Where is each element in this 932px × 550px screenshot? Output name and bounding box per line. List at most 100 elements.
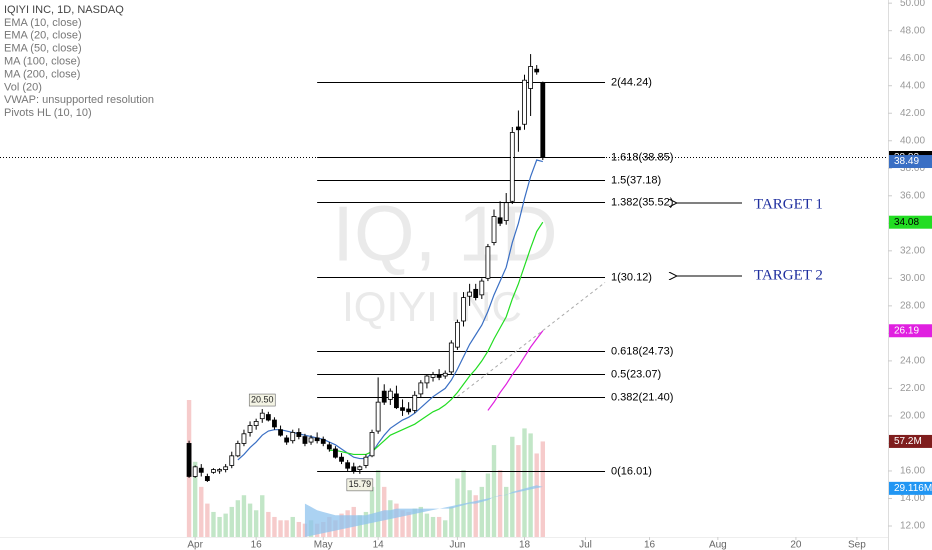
candle-body (351, 466, 357, 472)
x-tick-label: Jun (449, 540, 465, 550)
candle-body (217, 469, 222, 472)
volume-bar (229, 506, 234, 537)
candle-body (333, 448, 338, 458)
fib-label: 0.5(23.07) (611, 368, 661, 380)
candle-body (448, 342, 454, 373)
candle-body (241, 433, 247, 444)
value-box (889, 434, 932, 448)
y-tick-label: 30.00 (900, 273, 925, 284)
volume-bar (290, 516, 295, 537)
x-tick-label: 20 (790, 540, 802, 550)
candle-body (491, 216, 497, 243)
volume-bar (253, 510, 259, 537)
candle-body (522, 79, 527, 125)
volume-bar (522, 428, 527, 537)
pivot-label: 15.79 (349, 479, 372, 489)
volume-bar (534, 453, 539, 537)
value-label: 57.2M (894, 436, 922, 447)
candle-body (229, 455, 235, 466)
volume-bar (192, 461, 198, 537)
candle-body (198, 467, 204, 473)
candle-body (284, 437, 290, 443)
legend-entry: EMA (10, close) (4, 17, 82, 29)
y-tick-label: 48.00 (900, 25, 925, 36)
fib-label: 2(44.24) (611, 76, 652, 88)
y-tick-label: 50.00 (900, 0, 925, 9)
trendline (457, 282, 606, 398)
volume-bar (278, 520, 283, 537)
candle-body (467, 291, 473, 297)
volume-bar (479, 486, 485, 537)
volume-bar (369, 486, 375, 537)
volume-bar (223, 513, 228, 537)
volume-bar (528, 433, 533, 537)
legend-entry: EMA (20, close) (4, 30, 82, 42)
fib-label: 1.382(35.52) (611, 196, 673, 208)
ma-line (329, 221, 544, 456)
volume-bar (467, 490, 472, 537)
candle-body (253, 421, 259, 426)
candle-body (235, 443, 241, 457)
value-label: 26.19 (894, 325, 919, 336)
candle-body (534, 68, 540, 73)
legend-entry: EMA (50, close) (4, 43, 82, 55)
volume-bar (412, 508, 417, 537)
x-tick-label: Aug (709, 540, 727, 550)
y-tick-label: 22.00 (900, 383, 925, 394)
volume-bar (272, 516, 277, 537)
candle-body (357, 466, 363, 470)
y-tick-label: 38.00 (900, 163, 925, 174)
x-tick-label: 16 (644, 540, 656, 550)
y-tick-label: 44.00 (900, 80, 925, 91)
volume-bar (296, 521, 302, 537)
ma-line (487, 330, 544, 411)
volume-bar (430, 516, 436, 537)
x-tick-label: May (314, 540, 333, 550)
candle-body (314, 437, 320, 442)
volume-bar (375, 470, 381, 537)
y-tick-label: 14.00 (900, 493, 925, 504)
candle-body (211, 469, 216, 473)
candle-body (497, 217, 503, 224)
volume-bar (418, 506, 424, 537)
candle-body (430, 374, 436, 378)
fib-label: 1.5(37.18) (611, 174, 661, 186)
watermark: IQ, 1D (332, 190, 557, 278)
fib-label: 1(30.12) (611, 271, 652, 283)
candle-body (302, 436, 308, 444)
value-box (889, 215, 932, 229)
x-tick-label: 14 (373, 540, 385, 550)
annotation: TARGET 2 (754, 267, 823, 283)
annotation: TARGET 1 (754, 196, 823, 212)
candle-body (387, 390, 393, 400)
volume-bar (217, 516, 222, 537)
volume-bar (491, 445, 497, 537)
x-tick-label: Sep (848, 540, 866, 550)
candle-body (406, 408, 412, 413)
volume-bar (235, 500, 241, 537)
candle-body (479, 280, 485, 296)
value-label: 34.08 (894, 217, 919, 228)
y-tick-label: 16.00 (900, 466, 925, 477)
candle-body (412, 394, 418, 411)
volume-bar (510, 436, 515, 537)
volume-bar (363, 511, 369, 537)
candle-body (509, 132, 515, 202)
fib-label: 0.382(21.40) (611, 391, 673, 403)
candle-body (259, 412, 265, 420)
legend-entry: MA (200, close) (4, 68, 80, 80)
volume-bar (497, 470, 503, 537)
value-box (889, 324, 932, 338)
y-tick-label: 36.00 (900, 190, 925, 201)
fib-label: 0.618(24.73) (611, 345, 673, 357)
ma-line (237, 159, 543, 461)
candle-body (516, 126, 521, 131)
y-tick-label: 12.00 (900, 521, 925, 532)
volume-bar (284, 520, 289, 537)
candle-body (503, 202, 509, 221)
volume-bar (211, 511, 216, 537)
pivot-box (248, 393, 276, 407)
pivot-label: 20.50 (251, 394, 274, 404)
